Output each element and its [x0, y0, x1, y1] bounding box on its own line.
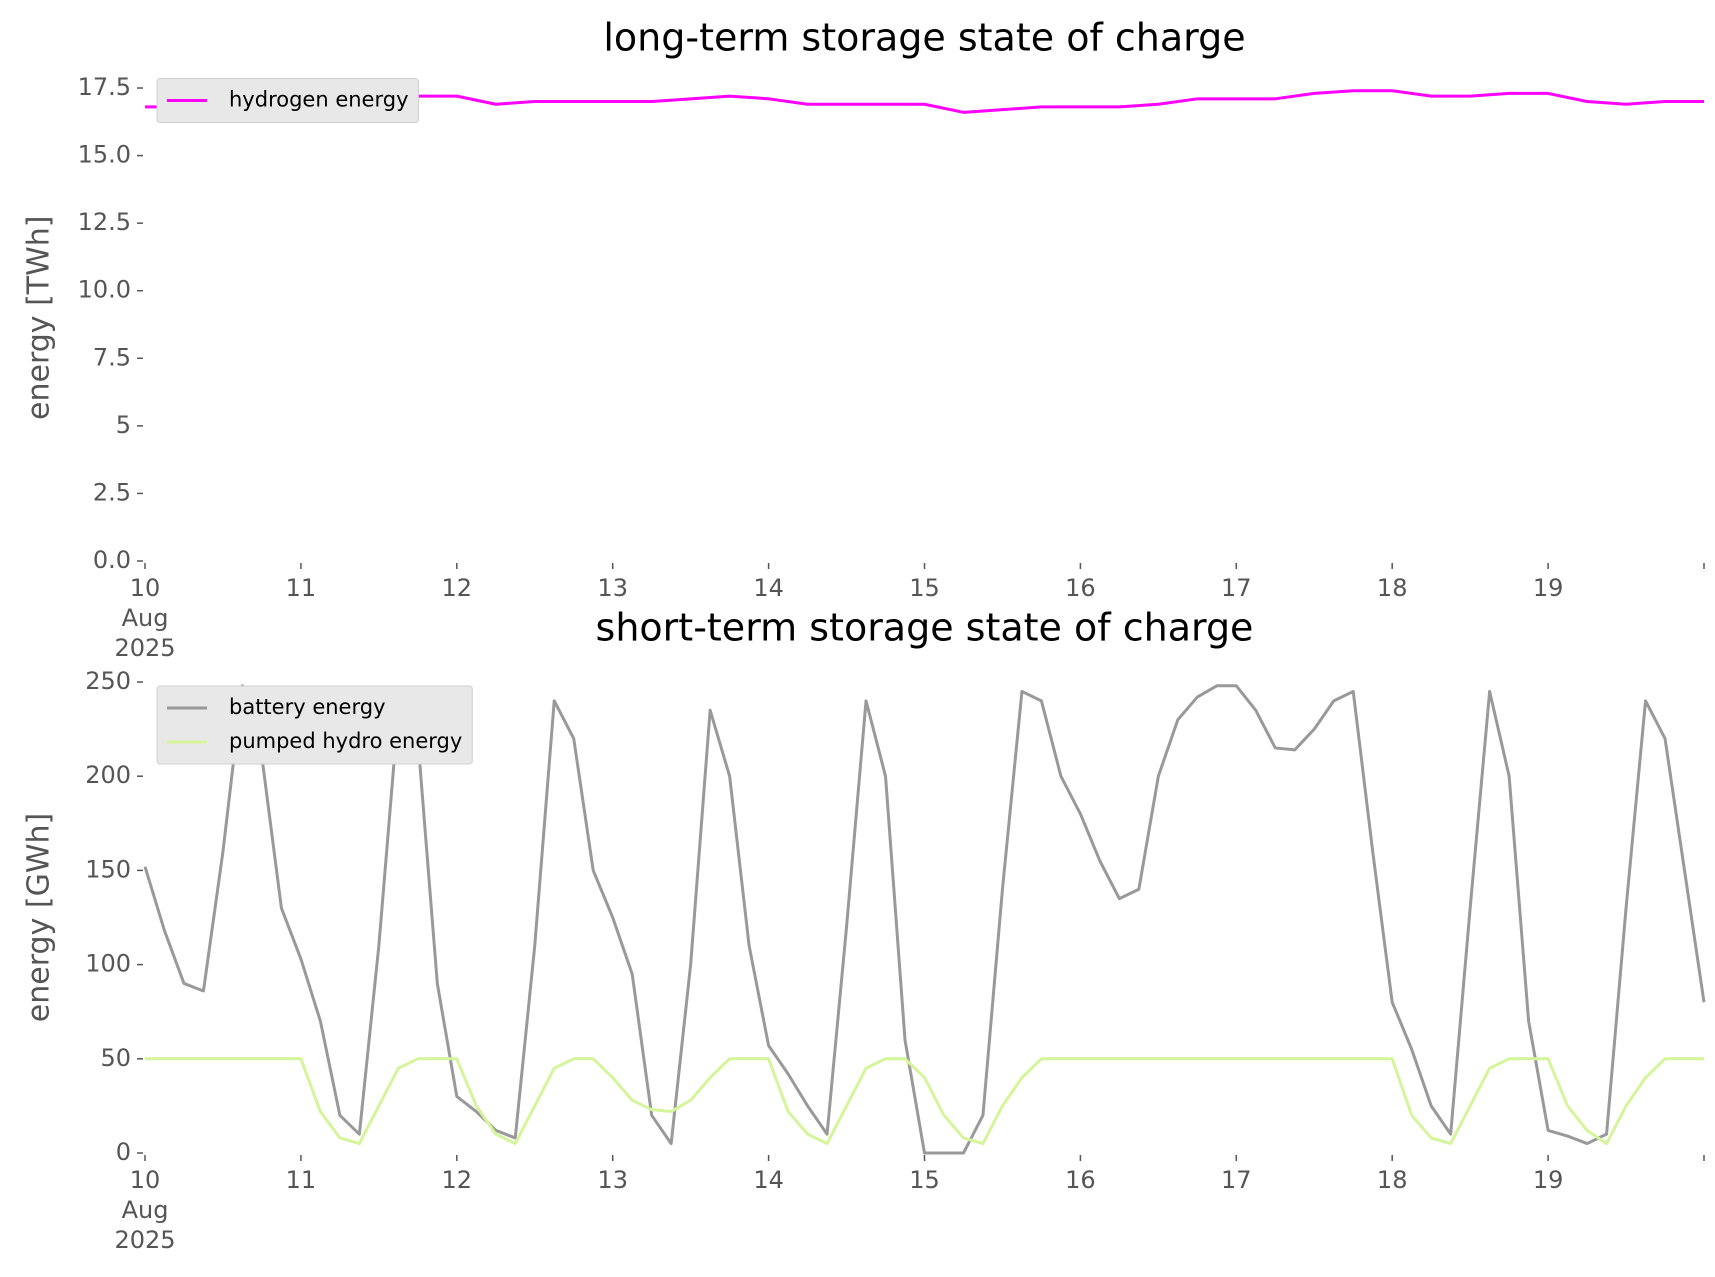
x-tick-label: 12 [442, 574, 473, 602]
y-tick-label: 7.5 [93, 343, 131, 371]
x-tick-label: 17 [1221, 574, 1252, 602]
x-tick-label: 12 [442, 1166, 473, 1194]
x-tick-label: 10 Aug 2025 [114, 1166, 175, 1254]
y-tick-label: 0.0 [93, 546, 131, 574]
legend-box [156, 78, 419, 123]
legend-label: pumped hydro energy [229, 729, 462, 753]
x-tick-label: 14 [753, 1166, 784, 1194]
y-tick-label: 17.5 [78, 73, 131, 101]
legend-label: hydrogen energy [229, 88, 409, 112]
legend: hydrogen energy [156, 78, 419, 123]
y-tick-label: 15.0 [78, 141, 131, 169]
chart-title: long-term storage state of charge [603, 16, 1245, 60]
series-line [145, 1057, 1704, 1146]
chart-title: short-term storage state of charge [596, 606, 1254, 650]
y-tick-label: 250 [85, 667, 131, 695]
x-tick-label: 19 [1533, 574, 1564, 602]
y-tick-label: 12.5 [78, 208, 131, 236]
x-tick-label: 15 [909, 1166, 940, 1194]
x-tick-label: 14 [753, 574, 784, 602]
y-tick-label: 200 [85, 761, 131, 789]
x-tick-label: 16 [1065, 574, 1096, 602]
legend: battery energy pumped hydro energy [156, 685, 473, 765]
x-tick-label: 13 [597, 574, 628, 602]
x-tick-label: 18 [1377, 1166, 1408, 1194]
x-tick-label: 11 [286, 574, 317, 602]
y-tick-label: 100 [85, 950, 131, 978]
y-tick-label: 50 [100, 1044, 131, 1072]
x-tick-label: 17 [1221, 1166, 1252, 1194]
y-tick-label: 2.5 [93, 478, 131, 506]
y-axis-label: energy [GWh] [22, 813, 57, 1022]
legend-box [156, 685, 473, 765]
legend-label: battery energy [229, 695, 386, 719]
y-axis-label: energy [TWh] [22, 216, 57, 420]
x-tick-label: 18 [1377, 574, 1408, 602]
x-tick-label: 11 [286, 1166, 317, 1194]
y-tick-label: 0 [116, 1138, 131, 1166]
y-tick-label: 150 [85, 855, 131, 883]
x-tick-label: 16 [1065, 1166, 1096, 1194]
x-tick-label: 15 [909, 574, 940, 602]
y-tick-label: 5 [116, 411, 131, 439]
x-tick-label: 13 [597, 1166, 628, 1194]
y-tick-label: 10.0 [78, 276, 131, 304]
x-tick-label: 10 Aug 2025 [114, 574, 175, 662]
x-tick-label: 19 [1533, 1166, 1564, 1194]
